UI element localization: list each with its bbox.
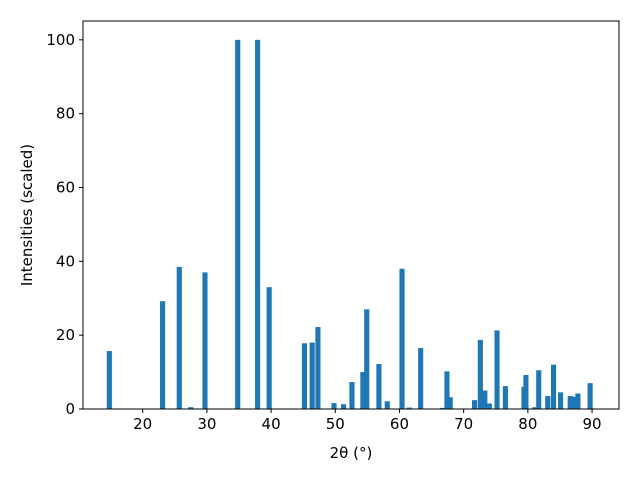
plot-area	[106, 39, 593, 409]
bar	[477, 339, 483, 409]
x-tick-label: 60	[390, 415, 409, 433]
bar	[447, 397, 453, 409]
bar	[536, 370, 542, 409]
bar	[331, 403, 337, 409]
bar	[188, 407, 194, 409]
bar	[439, 407, 446, 409]
bar	[399, 268, 405, 409]
y-tick-label: 40	[56, 252, 75, 270]
bar	[575, 393, 581, 409]
bar	[160, 301, 166, 409]
bar	[502, 386, 508, 409]
bar	[486, 403, 492, 409]
bar	[418, 348, 424, 409]
bar	[106, 351, 112, 409]
bar	[444, 371, 450, 409]
bar	[384, 401, 390, 409]
bar	[255, 39, 261, 409]
bar	[202, 272, 208, 409]
bar	[494, 330, 500, 409]
y-axis-label: Intensities (scaled)	[18, 144, 36, 286]
bar	[341, 404, 347, 409]
bar	[532, 407, 538, 409]
bar	[587, 383, 593, 409]
x-tick-label: 90	[582, 415, 601, 433]
bar	[235, 39, 241, 409]
bar	[567, 396, 573, 409]
bar	[301, 343, 308, 409]
y-tick-label: 60	[56, 178, 75, 196]
x-axis-label: 2θ (°)	[330, 444, 373, 462]
bar	[176, 266, 182, 409]
bar	[472, 400, 478, 409]
y-tick-label: 100	[46, 31, 75, 49]
bar	[360, 372, 366, 409]
x-tick-label: 70	[454, 415, 473, 433]
bar	[376, 363, 382, 409]
x-tick-label: 20	[133, 415, 152, 433]
y-tick-label: 80	[56, 105, 75, 123]
bar	[349, 382, 355, 409]
x-tick-label: 50	[326, 415, 345, 433]
bar	[482, 390, 488, 409]
bar	[558, 392, 564, 409]
bar	[545, 396, 551, 409]
bar	[406, 407, 412, 409]
y-tick-label: 0	[65, 400, 75, 418]
bar	[364, 309, 370, 409]
bar	[309, 342, 315, 409]
x-tick-label: 80	[518, 415, 537, 433]
bar	[523, 375, 529, 409]
bar	[315, 327, 321, 409]
bar	[266, 287, 272, 409]
bar	[570, 396, 576, 409]
bar	[550, 364, 557, 409]
axes-frame	[82, 20, 620, 410]
x-tick-label: 30	[197, 415, 216, 433]
y-tick-label: 20	[56, 326, 75, 344]
x-tick-label: 40	[262, 415, 281, 433]
